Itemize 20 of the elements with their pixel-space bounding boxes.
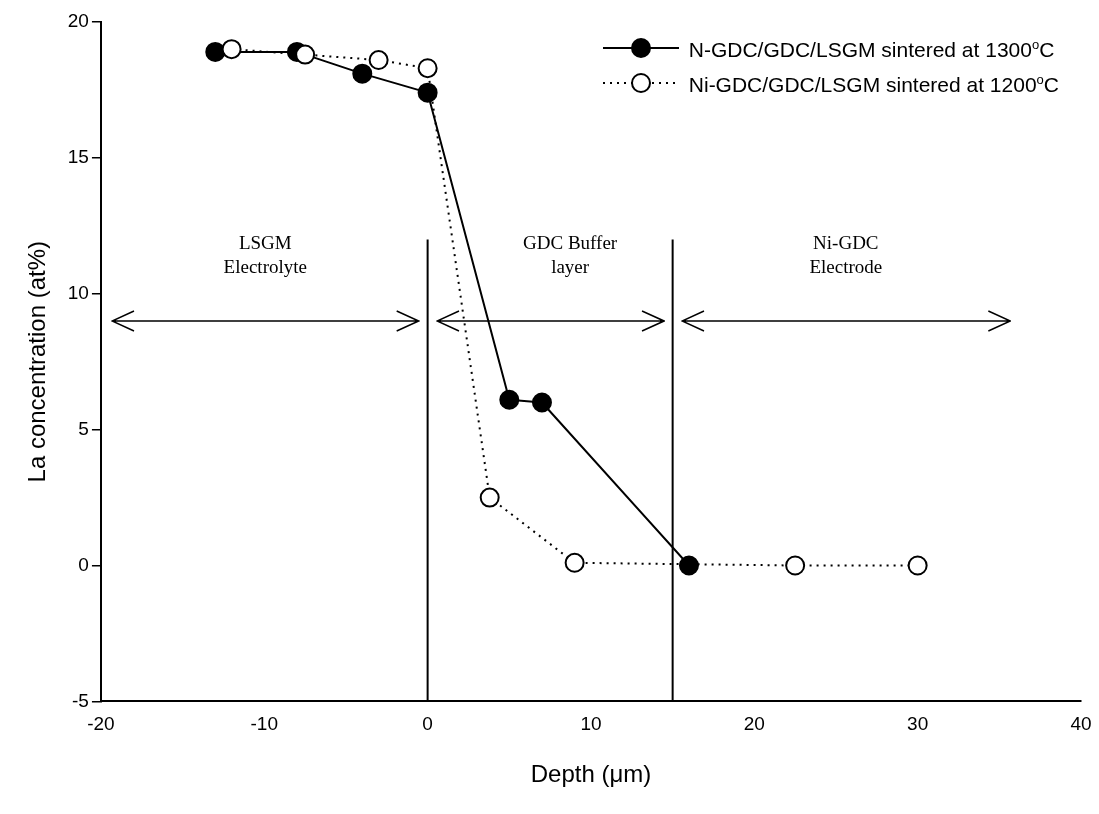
x-tick-label: 30 bbox=[907, 713, 929, 735]
annotation: LSGM Electrolyte bbox=[223, 232, 307, 278]
x-tick-label: -10 bbox=[250, 713, 279, 735]
y-tick-label: 10 bbox=[67, 281, 89, 303]
x-tick-label: 0 bbox=[422, 713, 433, 735]
x-tick-label: 40 bbox=[1070, 713, 1092, 735]
legend-label: Ni-GDC/GDC/LSGM sintered at 1200$^{o}$C bbox=[688, 71, 1059, 98]
x-tick-label: 10 bbox=[580, 713, 602, 735]
y-tick-label: 0 bbox=[78, 553, 89, 575]
y-tick-label: 20 bbox=[67, 10, 89, 32]
y-tick-label: 15 bbox=[67, 146, 89, 168]
y-tick-label: 5 bbox=[78, 417, 89, 439]
annotation: GDC Buffer layer bbox=[523, 232, 618, 278]
x-tick-label: -20 bbox=[87, 713, 115, 735]
x-axis-title: Depth (μm) bbox=[530, 760, 652, 788]
y-axis-title: La concentration (at%) bbox=[23, 240, 51, 483]
y-tick-label: -5 bbox=[72, 689, 89, 711]
annotation: Ni-GDC Electrode bbox=[809, 232, 883, 278]
legend-label: N-GDC/GDC/LSGM sintered at 1300$^{o}$C bbox=[688, 36, 1055, 63]
x-tick-label: 20 bbox=[743, 713, 765, 735]
